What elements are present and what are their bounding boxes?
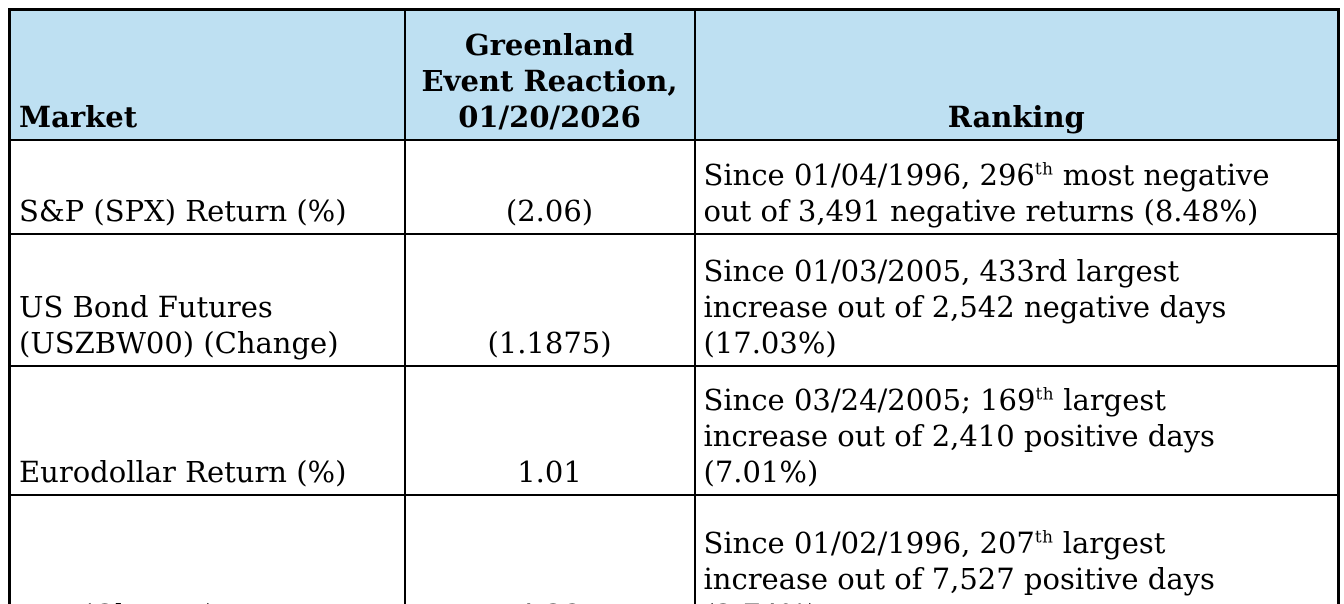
column-header-market-label: Market: [19, 100, 138, 134]
reaction-value: (2.06): [505, 194, 594, 228]
reaction-value: (1.1875): [487, 326, 612, 360]
column-header-market: Market: [8, 8, 406, 141]
ranking-text: Since 03/24/2005; 169th largest increase …: [703, 383, 1215, 489]
value-cell-spx: (2.06): [403, 139, 696, 235]
table-row-eurodollar: Eurodollar Return (%) 1.01 Since 03/24/2…: [8, 365, 1340, 496]
ranking-cell-vix: Since 01/02/1996, 207th largest increase …: [693, 494, 1340, 604]
value-cell-eurodollar: 1.01: [403, 365, 696, 496]
reaction-value: 4.23: [517, 598, 582, 604]
ranking-cell-eurodollar: Since 03/24/2005; 169th largest increase …: [693, 365, 1340, 496]
reaction-value: 1.01: [517, 455, 582, 489]
column-header-event-reaction: Greenland Event Reaction, 01/20/2026: [403, 8, 696, 141]
market-label: S&P (SPX) Return (%): [19, 194, 347, 228]
value-cell-vix: 4.23: [403, 494, 696, 604]
table-row-vix: VIX (Change) 4.23 Since 01/02/1996, 207t…: [8, 494, 1340, 604]
market-label: US Bond Futures (USZBW00) (Change): [19, 290, 339, 360]
ranking-text: Since 01/03/2005, 433rd largest increase …: [703, 254, 1227, 360]
ranking-text: Since 01/02/1996, 207th largest increase …: [703, 526, 1215, 604]
column-header-ranking-label: Ranking: [947, 100, 1085, 134]
column-header-event-reaction-label: Greenland Event Reaction, 01/20/2026: [421, 28, 678, 134]
market-label: VIX (Change): [19, 598, 216, 604]
table-header-row: Market Greenland Event Reaction, 01/20/202…: [8, 8, 1340, 141]
market-cell-us-bond-futures: US Bond Futures (USZBW00) (Change): [8, 233, 406, 367]
market-reaction-table: Market Greenland Event Reaction, 01/20/202…: [8, 8, 1340, 604]
market-cell-spx: S&P (SPX) Return (%): [8, 139, 406, 235]
column-header-ranking: Ranking: [693, 8, 1340, 141]
ranking-text: Since 01/04/1996, 296th most negative out…: [703, 158, 1270, 228]
market-cell-vix: VIX (Change): [8, 494, 406, 604]
ranking-cell-spx: Since 01/04/1996, 296th most negative out…: [693, 139, 1340, 235]
table-row-us-bond-futures: US Bond Futures (USZBW00) (Change) (1.187…: [8, 233, 1340, 367]
market-label: Eurodollar Return (%): [19, 455, 347, 489]
table-row-spx: S&P (SPX) Return (%) (2.06) Since 01/04/…: [8, 139, 1340, 235]
market-cell-eurodollar: Eurodollar Return (%): [8, 365, 406, 496]
value-cell-us-bond-futures: (1.1875): [403, 233, 696, 367]
ranking-cell-us-bond-futures: Since 01/03/2005, 433rd largest increase …: [693, 233, 1340, 367]
